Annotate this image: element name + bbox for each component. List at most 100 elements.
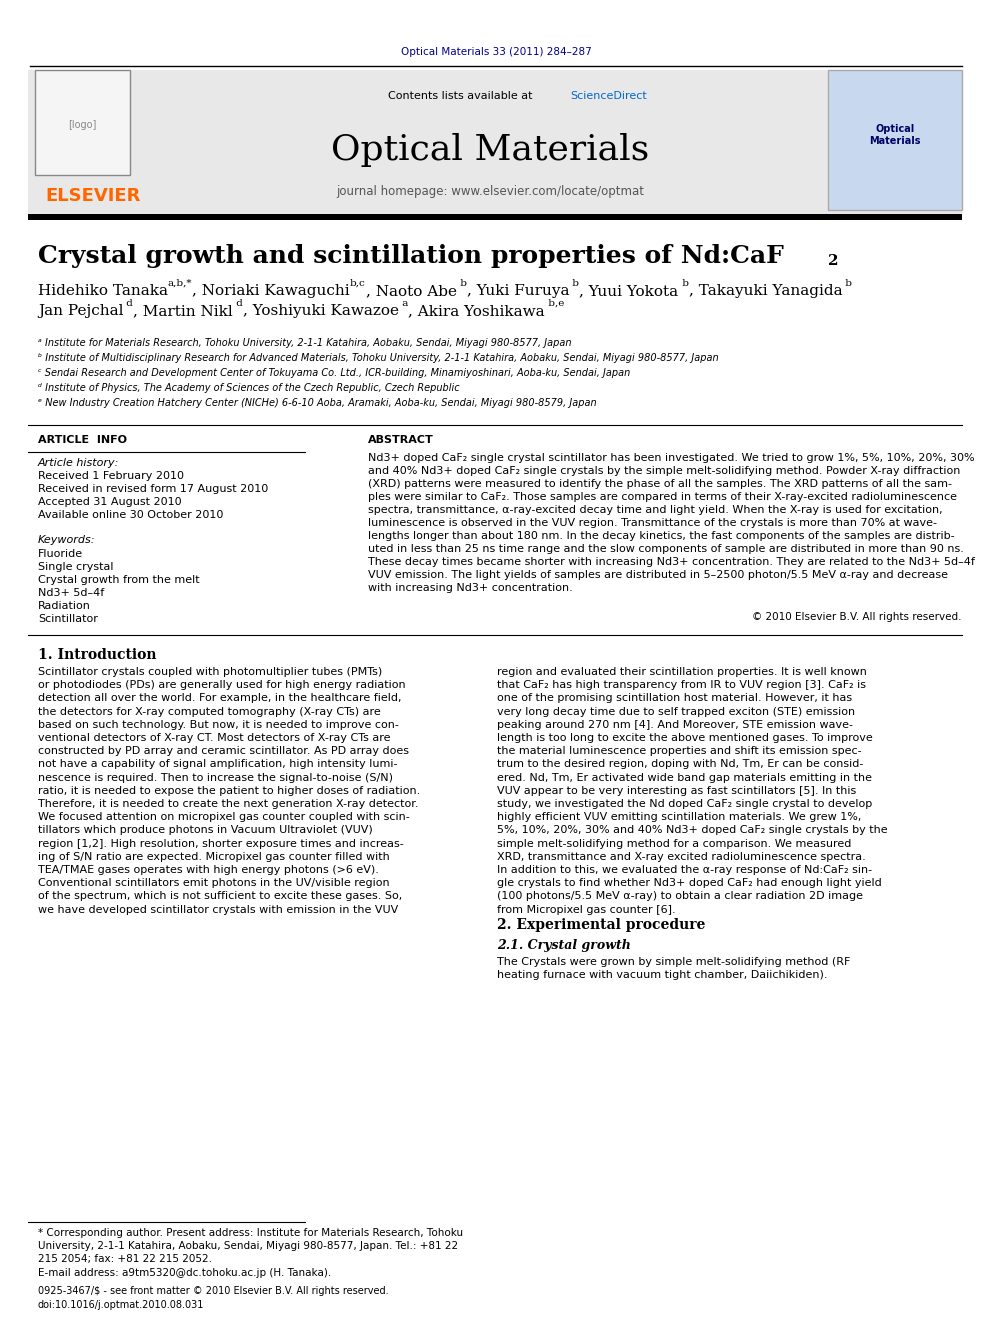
Text: (100 photons/5.5 MeV α-ray) to obtain a clear radiation 2D image: (100 photons/5.5 MeV α-ray) to obtain a … xyxy=(497,892,863,901)
Text: b: b xyxy=(679,279,688,287)
Text: Contents lists available at: Contents lists available at xyxy=(388,91,536,101)
Text: Single crystal: Single crystal xyxy=(38,562,113,572)
Text: Accepted 31 August 2010: Accepted 31 August 2010 xyxy=(38,497,182,507)
Text: doi:10.1016/j.optmat.2010.08.031: doi:10.1016/j.optmat.2010.08.031 xyxy=(38,1301,204,1310)
Text: heating furnace with vacuum tight chamber, Daiichikiden).: heating furnace with vacuum tight chambe… xyxy=(497,970,827,980)
Text: peaking around 270 nm [4]. And Moreover, STE emission wave-: peaking around 270 nm [4]. And Moreover,… xyxy=(497,720,853,730)
Text: with increasing Nd3+ concentration.: with increasing Nd3+ concentration. xyxy=(368,583,572,593)
Text: ventional detectors of X-ray CT. Most detectors of X-ray CTs are: ventional detectors of X-ray CT. Most de… xyxy=(38,733,391,744)
Text: a: a xyxy=(399,299,409,308)
Text: , Akira Yoshikawa: , Akira Yoshikawa xyxy=(409,304,545,318)
Text: Jan Pejchal: Jan Pejchal xyxy=(38,304,123,318)
Text: , Noriaki Kawaguchi: , Noriaki Kawaguchi xyxy=(192,284,350,298)
Text: simple melt-solidifying method for a comparison. We measured: simple melt-solidifying method for a com… xyxy=(497,839,851,848)
Text: , Takayuki Yanagida: , Takayuki Yanagida xyxy=(688,284,842,298)
Text: gle crystals to find whether Nd3+ doped CaF₂ had enough light yield: gle crystals to find whether Nd3+ doped … xyxy=(497,878,882,888)
Text: , Yuki Furuya: , Yuki Furuya xyxy=(467,284,569,298)
Text: journal homepage: www.elsevier.com/locate/optmat: journal homepage: www.elsevier.com/locat… xyxy=(336,185,644,198)
Text: tillators which produce photons in Vacuum Ultraviolet (VUV): tillators which produce photons in Vacuu… xyxy=(38,826,373,835)
Text: b,c: b,c xyxy=(350,279,366,287)
Text: length is too long to excite the above mentioned gases. To improve: length is too long to excite the above m… xyxy=(497,733,873,744)
Text: , Martin Nikl: , Martin Nikl xyxy=(133,304,233,318)
Text: very long decay time due to self trapped exciton (STE) emission: very long decay time due to self trapped… xyxy=(497,706,855,717)
Text: Nd3+ 5d–4f: Nd3+ 5d–4f xyxy=(38,587,104,598)
Text: region [1,2]. High resolution, shorter exposure times and increas-: region [1,2]. High resolution, shorter e… xyxy=(38,839,404,848)
Text: , Yuui Yokota: , Yuui Yokota xyxy=(579,284,679,298)
Text: These decay times became shorter with increasing Nd3+ concentration. They are re: These decay times became shorter with in… xyxy=(368,557,975,568)
Text: d: d xyxy=(123,299,133,308)
Text: highly efficient VUV emitting scintillation materials. We grew 1%,: highly efficient VUV emitting scintillat… xyxy=(497,812,861,822)
Text: constructed by PD array and ceramic scintillator. As PD array does: constructed by PD array and ceramic scin… xyxy=(38,746,409,757)
Text: XRD, transmittance and X-ray excited radioluminescence spectra.: XRD, transmittance and X-ray excited rad… xyxy=(497,852,866,861)
Text: Scintillator crystals coupled with photomultiplier tubes (PMTs): Scintillator crystals coupled with photo… xyxy=(38,667,382,677)
Text: ABSTRACT: ABSTRACT xyxy=(368,435,434,445)
Text: Fluoride: Fluoride xyxy=(38,549,83,560)
Text: 215 2054; fax: +81 22 215 2052.: 215 2054; fax: +81 22 215 2052. xyxy=(38,1254,212,1263)
Text: ᵇ Institute of Multidisciplinary Research for Advanced Materials, Tohoku Univers: ᵇ Institute of Multidisciplinary Researc… xyxy=(38,353,718,363)
Text: ᵉ New Industry Creation Hatchery Center (NICHe) 6-6-10 Aoba, Aramaki, Aoba-ku, S: ᵉ New Industry Creation Hatchery Center … xyxy=(38,398,596,407)
Text: not have a capability of signal amplification, high intensity lumi-: not have a capability of signal amplific… xyxy=(38,759,398,770)
Text: trum to the desired region, doping with Nd, Tm, Er can be consid-: trum to the desired region, doping with … xyxy=(497,759,863,770)
Text: , Yoshiyuki Kawazoe: , Yoshiyuki Kawazoe xyxy=(243,304,399,318)
Text: Radiation: Radiation xyxy=(38,601,91,611)
Text: of the spectrum, which is not sufficient to excite these gases. So,: of the spectrum, which is not sufficient… xyxy=(38,892,402,901)
Text: TEA/TMAE gases operates with high energy photons (>6 eV).: TEA/TMAE gases operates with high energy… xyxy=(38,865,379,875)
Text: ScienceDirect: ScienceDirect xyxy=(570,91,647,101)
Text: VUV emission. The light yields of samples are distributed in 5–2500 photon/5.5 M: VUV emission. The light yields of sample… xyxy=(368,570,948,579)
Text: Article history:: Article history: xyxy=(38,458,119,468)
Text: © 2010 Elsevier B.V. All rights reserved.: © 2010 Elsevier B.V. All rights reserved… xyxy=(753,613,962,622)
Text: spectra, transmittance, α-ray-excited decay time and light yield. When the X-ray: spectra, transmittance, α-ray-excited de… xyxy=(368,505,942,515)
Text: Received 1 February 2010: Received 1 February 2010 xyxy=(38,471,184,482)
Text: ELSEVIER: ELSEVIER xyxy=(46,187,141,205)
Text: ing of S/N ratio are expected. Micropixel gas counter filled with: ing of S/N ratio are expected. Micropixe… xyxy=(38,852,390,861)
Text: luminescence is observed in the VUV region. Transmittance of the crystals is mor: luminescence is observed in the VUV regi… xyxy=(368,519,937,528)
Text: detection all over the world. For example, in the healthcare field,: detection all over the world. For exampl… xyxy=(38,693,402,704)
Text: 2. Experimental procedure: 2. Experimental procedure xyxy=(497,918,705,931)
Bar xyxy=(28,214,962,220)
Text: ᵃ Institute for Materials Research, Tohoku University, 2-1-1 Katahira, Aobaku, S: ᵃ Institute for Materials Research, Toho… xyxy=(38,337,571,348)
Text: ples were similar to CaF₂. Those samples are compared in terms of their X-ray-ex: ples were similar to CaF₂. Those samples… xyxy=(368,492,957,501)
Text: from Micropixel gas counter [6].: from Micropixel gas counter [6]. xyxy=(497,905,676,914)
Text: 1. Introduction: 1. Introduction xyxy=(38,648,157,662)
Text: we have developed scintillator crystals with emission in the VUV: we have developed scintillator crystals … xyxy=(38,905,398,914)
Text: study, we investigated the Nd doped CaF₂ single crystal to develop: study, we investigated the Nd doped CaF₂… xyxy=(497,799,872,808)
Text: Hidehiko Tanaka: Hidehiko Tanaka xyxy=(38,284,168,298)
Text: the material luminescence properties and shift its emission spec-: the material luminescence properties and… xyxy=(497,746,862,757)
Text: 0925-3467/$ - see front matter © 2010 Elsevier B.V. All rights reserved.: 0925-3467/$ - see front matter © 2010 El… xyxy=(38,1286,389,1297)
Text: b: b xyxy=(569,279,579,287)
Text: a,b,*: a,b,* xyxy=(168,279,192,287)
Text: * Corresponding author. Present address: Institute for Materials Research, Tohok: * Corresponding author. Present address:… xyxy=(38,1228,463,1238)
Text: Optical Materials 33 (2011) 284–287: Optical Materials 33 (2011) 284–287 xyxy=(401,48,591,57)
Text: Conventional scintillators emit photons in the UV/visible region: Conventional scintillators emit photons … xyxy=(38,878,390,888)
Text: We focused attention on micropixel gas counter coupled with scin-: We focused attention on micropixel gas c… xyxy=(38,812,410,822)
Text: the detectors for X-ray computed tomography (X-ray CTs) are: the detectors for X-ray computed tomogra… xyxy=(38,706,381,717)
Text: ered. Nd, Tm, Er activated wide band gap materials emitting in the: ered. Nd, Tm, Er activated wide band gap… xyxy=(497,773,872,783)
Text: E-mail address: a9tm5320@dc.tohoku.ac.jp (H. Tanaka).: E-mail address: a9tm5320@dc.tohoku.ac.jp… xyxy=(38,1267,331,1278)
Text: Crystal growth and scintillation properties of Nd:CaF: Crystal growth and scintillation propert… xyxy=(38,243,784,269)
Text: Optical
Materials: Optical Materials xyxy=(869,124,921,146)
Text: Keywords:: Keywords: xyxy=(38,534,95,545)
Text: Optical Materials: Optical Materials xyxy=(331,134,649,167)
Text: The Crystals were grown by simple melt-solidifying method (RF: The Crystals were grown by simple melt-s… xyxy=(497,957,850,967)
Text: one of the promising scintillation host material. However, it has: one of the promising scintillation host … xyxy=(497,693,852,704)
Text: Scintillator: Scintillator xyxy=(38,614,98,624)
Text: In addition to this, we evaluated the α-ray response of Nd:CaF₂ sin-: In addition to this, we evaluated the α-… xyxy=(497,865,872,875)
Text: and 40% Nd3+ doped CaF₂ single crystals by the simple melt-solidifying method. P: and 40% Nd3+ doped CaF₂ single crystals … xyxy=(368,466,960,476)
Text: ᵈ Institute of Physics, The Academy of Sciences of the Czech Republic, Czech Rep: ᵈ Institute of Physics, The Academy of S… xyxy=(38,382,459,393)
Text: ratio, it is needed to expose the patient to higher doses of radiation.: ratio, it is needed to expose the patien… xyxy=(38,786,421,796)
Text: or photodiodes (PDs) are generally used for high energy radiation: or photodiodes (PDs) are generally used … xyxy=(38,680,406,691)
Text: Available online 30 October 2010: Available online 30 October 2010 xyxy=(38,509,223,520)
Bar xyxy=(35,70,130,175)
Text: University, 2-1-1 Katahira, Aobaku, Sendai, Miyagi 980-8577, Japan. Tel.: +81 22: University, 2-1-1 Katahira, Aobaku, Send… xyxy=(38,1241,458,1252)
Text: Therefore, it is needed to create the next generation X-ray detector.: Therefore, it is needed to create the ne… xyxy=(38,799,419,808)
Text: (XRD) patterns were measured to identify the phase of all the samples. The XRD p: (XRD) patterns were measured to identify… xyxy=(368,479,952,490)
Text: , Naoto Abe: , Naoto Abe xyxy=(366,284,457,298)
Text: b,e: b,e xyxy=(545,299,564,308)
Text: ᶜ Sendai Research and Development Center of Tokuyama Co. Ltd., ICR-building, Min: ᶜ Sendai Research and Development Center… xyxy=(38,368,630,378)
Text: d: d xyxy=(233,299,243,308)
Text: that CaF₂ has high transparency from IR to VUV region [3]. CaF₂ is: that CaF₂ has high transparency from IR … xyxy=(497,680,866,691)
Text: 2: 2 xyxy=(828,254,838,269)
Text: Crystal growth from the melt: Crystal growth from the melt xyxy=(38,576,199,585)
Text: based on such technology. But now, it is needed to improve con-: based on such technology. But now, it is… xyxy=(38,720,399,730)
Text: Received in revised form 17 August 2010: Received in revised form 17 August 2010 xyxy=(38,484,268,493)
